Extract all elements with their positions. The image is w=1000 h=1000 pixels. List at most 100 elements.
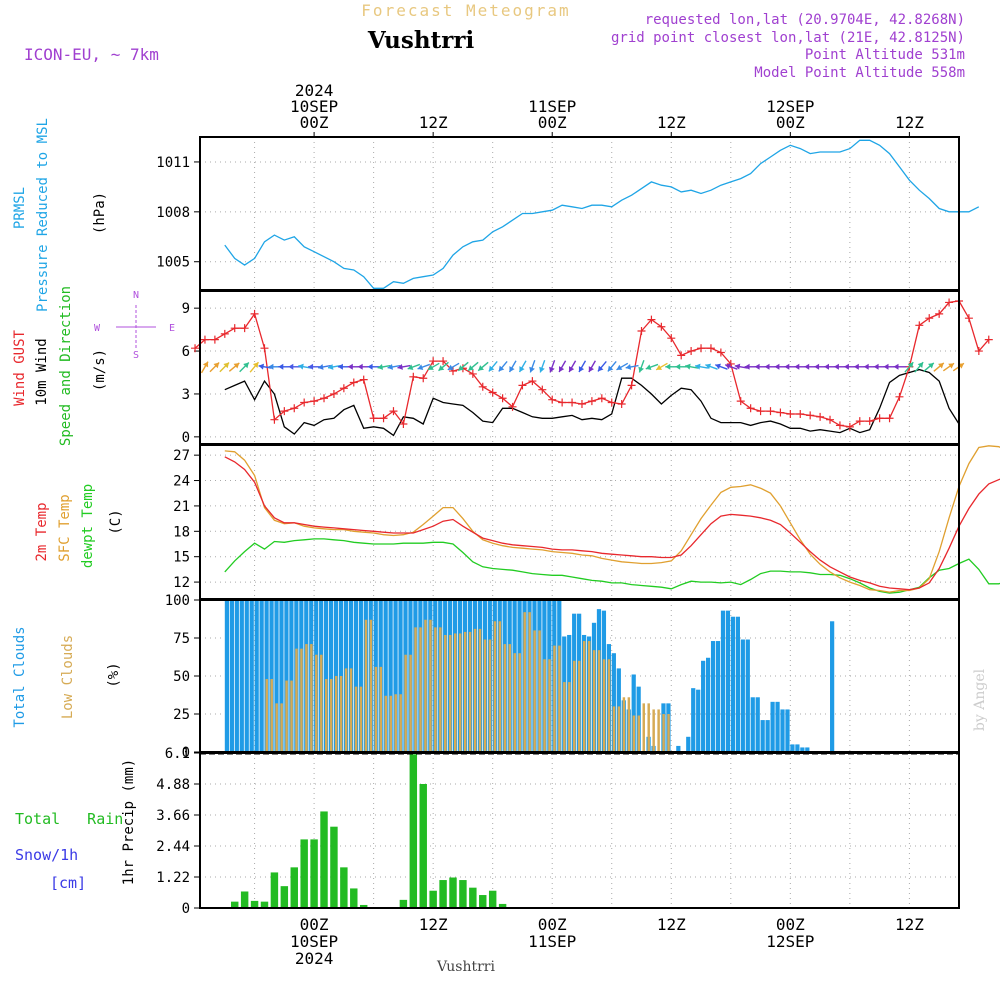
low-cloud-bar <box>642 703 645 752</box>
low-cloud-bar <box>419 627 422 752</box>
low-cloud-bar <box>329 679 333 752</box>
low-cloud-bar <box>399 694 402 752</box>
low-cloud-bar <box>439 627 442 752</box>
gust-point <box>677 351 686 360</box>
wind-arrow <box>616 362 629 371</box>
gust-point <box>667 334 676 343</box>
low-cloud-bar <box>305 644 308 752</box>
low-cloud-bar <box>478 628 482 752</box>
low-cloud-bar <box>354 686 358 752</box>
y-tick-label: 25 <box>173 707 190 723</box>
wind-arrow <box>558 360 567 373</box>
snow-unit-label: [cm] <box>50 874 86 892</box>
low-cloud-bar <box>295 648 298 752</box>
total-cloud-bar <box>795 744 800 752</box>
total-cloud-bar <box>611 653 616 752</box>
compass-rose: N W E S <box>94 290 175 361</box>
gust-point <box>409 372 418 381</box>
gust-point <box>518 381 527 390</box>
temp-2m-label: 2m Temp <box>34 502 50 561</box>
total-cloud-bar <box>383 600 388 752</box>
total-cloud-bar <box>730 616 736 752</box>
total-cloud-bar <box>775 701 780 752</box>
wind-arrow <box>705 363 718 370</box>
rain-bar <box>459 880 467 908</box>
pressure-line <box>224 139 980 289</box>
y-tick-label: 1011 <box>156 155 190 171</box>
y-tick-label: 21 <box>173 499 190 515</box>
gust-point <box>885 414 894 423</box>
wind-arrow <box>219 362 230 373</box>
gust-point <box>538 385 547 394</box>
total-cloud-bar <box>750 697 755 752</box>
wind-arrow <box>549 359 556 373</box>
rain-bar <box>488 890 497 908</box>
wind-unit-label: (m/s) <box>92 349 108 391</box>
total-cloud-bar <box>289 600 294 752</box>
gust-point <box>647 315 656 324</box>
total-cloud-bar <box>353 600 359 752</box>
low-cloud-bar <box>310 644 313 752</box>
wind-arrow <box>417 363 431 370</box>
low-cloud-bar <box>458 633 462 752</box>
y-tick-label: 12 <box>173 575 190 591</box>
gust-point <box>925 314 934 323</box>
low-cloud-bar <box>369 619 373 752</box>
rain-bar <box>409 754 418 908</box>
bottom-time-label: 00Z <box>776 915 805 934</box>
gust-point <box>736 397 745 406</box>
y-tick-label: 6.1 <box>165 746 190 762</box>
low-cloud-bar <box>662 714 665 752</box>
rain-bar <box>310 839 318 908</box>
y-tick-label: 18 <box>173 524 190 540</box>
gust-point <box>796 409 805 418</box>
wind-arrow <box>427 362 440 371</box>
low-cloud-bar <box>444 634 447 752</box>
gust-point <box>290 404 299 413</box>
top-time-label: 12Z <box>419 113 448 132</box>
total-cloud-bar <box>755 697 760 752</box>
gust-point <box>974 347 983 356</box>
wind-arrow <box>724 363 738 370</box>
wind-arrow <box>942 362 955 372</box>
low-cloud-bar <box>300 648 303 752</box>
pressure-msl-label: Pressure Reduced to MSL <box>35 118 51 312</box>
low-cloud-bar <box>528 612 531 752</box>
rain-bar <box>479 895 487 908</box>
gust-point <box>320 394 329 403</box>
gust-point <box>508 402 517 411</box>
rain-bar <box>240 891 249 908</box>
compass-south: S <box>133 350 139 361</box>
bottom-time-label: 11SEP <box>528 932 576 951</box>
gust-point <box>855 417 864 426</box>
gust-point <box>587 397 596 406</box>
total-cloud-bar <box>830 621 835 752</box>
low-cloud-bar <box>548 659 551 752</box>
wind-arrow <box>655 362 668 371</box>
gust-point <box>607 398 616 407</box>
total-cloud-bar <box>715 641 721 752</box>
low-cloud-bar <box>493 621 497 752</box>
gust-point <box>191 344 200 353</box>
low-cloud-bar <box>468 631 472 752</box>
wind-arrow <box>675 363 689 370</box>
wind-arrow <box>457 361 469 372</box>
low-cloud-bar <box>414 627 417 752</box>
gust-point <box>558 398 567 407</box>
gust-point <box>964 314 973 323</box>
panel-frame <box>199 752 960 909</box>
y-tick-label: 100 <box>165 593 190 609</box>
wind-arrow <box>518 360 527 373</box>
wind-arrow <box>597 360 607 372</box>
total-cloud-bar <box>800 747 805 752</box>
wind-arrow <box>498 360 508 372</box>
rain-bar <box>231 901 239 908</box>
wind-arrow <box>685 363 699 370</box>
gust-point <box>637 327 646 336</box>
total-cloud-bar <box>229 600 234 752</box>
wind-arrow <box>249 361 259 373</box>
gust-point <box>935 309 944 318</box>
low-cloud-bar <box>463 631 467 752</box>
total-cloud-bar <box>274 600 279 752</box>
total-cloud-bar <box>745 639 750 752</box>
